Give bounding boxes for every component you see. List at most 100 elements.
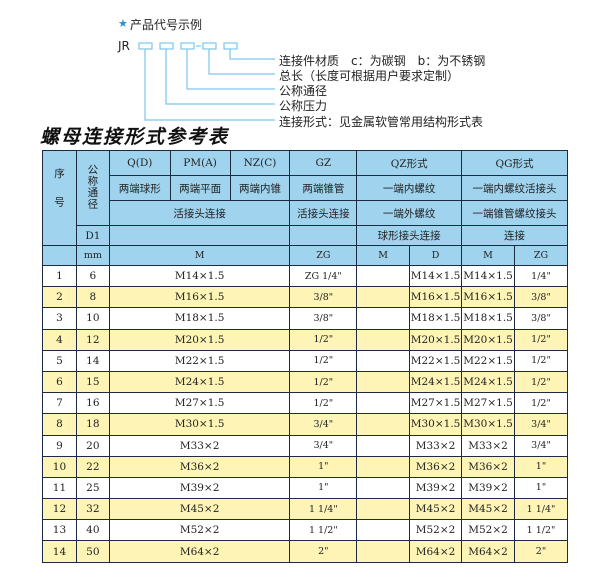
code-box-form — [138, 42, 153, 50]
header-empty — [289, 225, 358, 246]
cell-seq: 11 — [42, 476, 77, 500]
cell-m: M52×2 — [108, 519, 291, 542]
cell-zg: 1/2" — [289, 328, 358, 351]
cell-qz-m — [356, 519, 411, 542]
header-qg-zg: ZG — [514, 245, 568, 266]
header-m: M — [108, 245, 291, 266]
cell-m: M16×1.5 — [108, 286, 291, 309]
header-empty — [108, 225, 291, 246]
cell-qg-m: M36×2 — [461, 455, 516, 478]
cell-qg-zg: 1/2" — [514, 370, 568, 394]
cell-qg-m: M24×1.5 — [461, 370, 516, 394]
cell-seq: 2 — [42, 286, 77, 309]
header-empty — [42, 245, 77, 266]
header-pm: PM(A) — [169, 150, 231, 176]
header-qg-desc2: 一端锥管螺纹接头 — [461, 200, 568, 226]
cell-zg: 1/2" — [289, 392, 358, 415]
cell-qz-d: M18×1.5 — [409, 307, 463, 330]
cell-qg-m: M18×1.5 — [461, 307, 516, 330]
cell-seq: 9 — [42, 434, 77, 457]
table-row: 10 22 M36×2 1" M36×2 M36×2 1" — [42, 455, 568, 478]
cell-qz-m — [356, 370, 411, 394]
cell-qz-d: M27×1.5 — [409, 392, 463, 415]
label-length: 总长（长度可根据用户要求定制） — [279, 69, 460, 83]
header-qz: QZ形式 — [356, 150, 463, 176]
header-qz-m: M — [356, 245, 411, 266]
label-material: 连接件材质 c：为碳钢 b：为不锈钢 — [279, 54, 486, 68]
cell-seq: 7 — [42, 392, 77, 415]
cell-qz-d: M14×1.5 — [409, 264, 463, 288]
header-nz-desc: 两端内锥 — [229, 175, 291, 201]
cell-qg-zg: 1" — [514, 455, 568, 478]
table-row: 12 32 M45×2 1 1/4" M45×2 M45×2 1 1/4" — [42, 498, 568, 521]
cell-qg-zg: 2" — [514, 540, 568, 563]
header-qg-desc3: 连接 — [461, 225, 568, 246]
cell-qg-m: M64×2 — [461, 540, 516, 563]
cell-dn: 20 — [75, 434, 110, 457]
cell-m: M64×2 — [108, 540, 291, 563]
code-prefix: JR — [118, 39, 130, 53]
star-icon: ★ — [118, 17, 128, 30]
product-code-example: ★ 产品代号示例 JR 连接件材质 c：为碳钢 b：为不锈钢 总长（长度可根据用… — [0, 0, 600, 130]
cell-m: M36×2 — [108, 455, 291, 478]
header-qg-desc: 一端内螺纹活接头 — [461, 175, 568, 201]
cell-qg-zg: 1/2" — [514, 349, 568, 372]
cell-m: M18×1.5 — [108, 307, 291, 330]
cell-qg-m: M16×1.5 — [461, 286, 516, 309]
cell-m: M30×1.5 — [108, 413, 291, 436]
cell-qg-m: M22×1.5 — [461, 349, 516, 372]
table-row: 7 16 M27×1.5 1/2" M27×1.5 M27×1.5 1/2" — [42, 392, 568, 415]
table-row: 8 18 M30×1.5 3/4" M30×1.5 M30×1.5 3/4" — [42, 413, 568, 436]
code-example-title: 产品代号示例 — [130, 18, 203, 32]
cell-m: M22×1.5 — [108, 349, 291, 372]
cell-qz-d: M16×1.5 — [409, 286, 463, 309]
cell-seq: 5 — [42, 349, 77, 372]
cell-qg-zg: 1/2" — [514, 392, 568, 415]
header-qz-desc: 一端内螺纹 — [356, 175, 463, 201]
cell-seq: 1 — [42, 264, 77, 288]
cell-qg-m: M30×1.5 — [461, 413, 516, 436]
cell-qg-m: M14×1.5 — [461, 264, 516, 288]
cell-dn: 40 — [75, 519, 110, 542]
header-q: Q(D) — [108, 150, 171, 176]
cell-seq: 8 — [42, 413, 77, 436]
cell-seq: 3 — [42, 307, 77, 330]
cell-qz-m — [356, 540, 411, 563]
header-seq: 序号 — [42, 150, 77, 246]
leader-line — [229, 49, 275, 60]
cell-zg: 1" — [289, 476, 358, 500]
cell-dn: 14 — [75, 349, 110, 372]
cell-m: M27×1.5 — [108, 392, 291, 415]
header-qg: QG形式 — [461, 150, 568, 176]
code-diagram — [138, 42, 275, 121]
cell-qg-m: M20×1.5 — [461, 328, 516, 351]
cell-qg-zg: 3/4" — [514, 413, 568, 436]
cell-qz-d: M64×2 — [409, 540, 463, 563]
cell-qg-m: M27×1.5 — [461, 392, 516, 415]
cell-dn: 32 — [75, 498, 110, 521]
table-row: 9 20 M33×2 3/4" M33×2 M33×2 3/4" — [42, 434, 568, 457]
table-row: 13 40 M52×2 1 1/2" M52×2 M52×2 1 1/2" — [42, 519, 568, 542]
header-nz: NZ(C) — [229, 150, 291, 176]
cell-dn: 18 — [75, 413, 110, 436]
cell-qz-d: M36×2 — [409, 455, 463, 478]
header-d1: D1 — [75, 225, 110, 246]
cell-seq: 12 — [42, 498, 77, 521]
header-pm-desc: 两端平面 — [169, 175, 231, 201]
cell-qz-d: M20×1.5 — [409, 328, 463, 351]
table-row: 5 14 M22×1.5 1/2" M22×1.5 M22×1.5 1/2" — [42, 349, 568, 372]
table-title: 螺母连接形式参考表 — [40, 126, 230, 148]
cell-seq: 14 — [42, 540, 77, 563]
cell-qg-zg: 3/4" — [514, 434, 568, 457]
cell-qz-d: M30×1.5 — [409, 413, 463, 436]
label-form: 连接形式：见金属软管常用结构形式表 — [279, 115, 484, 129]
cell-qz-m — [356, 349, 411, 372]
cell-qg-zg: 1/2" — [514, 328, 568, 351]
cell-zg: 1 1/2" — [289, 519, 358, 542]
cell-zg: 1/2" — [289, 370, 358, 394]
cell-qz-m — [356, 307, 411, 330]
table-row: 14 50 M64×2 2" M64×2 M64×2 2" — [42, 540, 568, 563]
cell-qz-m — [356, 498, 411, 521]
code-box-pressure — [159, 42, 174, 50]
cell-m: M39×2 — [108, 476, 291, 500]
